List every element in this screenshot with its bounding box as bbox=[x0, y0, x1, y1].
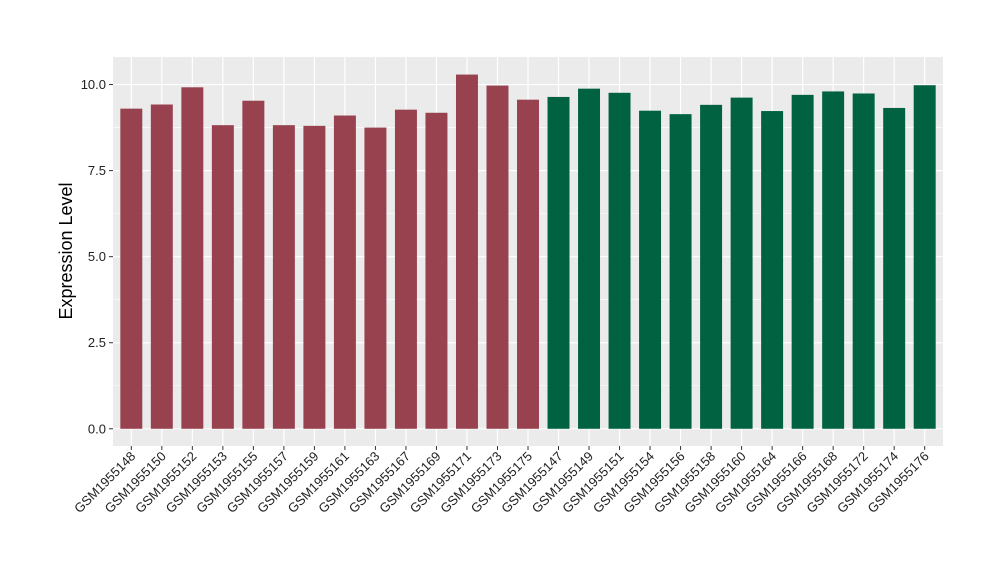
y-axis: 0.0 2.5 5.0 7.5 10.0 bbox=[81, 77, 113, 436]
bar-GSM1955166 bbox=[791, 94, 814, 429]
bar-GSM1955150 bbox=[150, 104, 173, 429]
y-axis-title: Expression Level bbox=[56, 182, 76, 319]
bar-GSM1955173 bbox=[486, 85, 509, 429]
bar-GSM1955172 bbox=[852, 93, 875, 429]
y-tick-label: 0.0 bbox=[88, 421, 106, 436]
bar-GSM1955156 bbox=[669, 114, 692, 429]
bar-GSM1955160 bbox=[730, 97, 753, 429]
bar-GSM1955151 bbox=[608, 92, 631, 429]
bar-GSM1955161 bbox=[333, 115, 356, 429]
bar-GSM1955168 bbox=[822, 91, 845, 429]
bar-GSM1955163 bbox=[364, 127, 387, 429]
bar-GSM1955164 bbox=[761, 111, 784, 429]
bar-GSM1955171 bbox=[455, 74, 478, 429]
bar-GSM1955152 bbox=[181, 87, 204, 429]
bar-GSM1955154 bbox=[639, 110, 662, 429]
bar-GSM1955157 bbox=[272, 125, 295, 429]
bar-GSM1955149 bbox=[578, 88, 601, 429]
x-axis: GSM1955148GSM1955150GSM1955152GSM1955153… bbox=[71, 446, 932, 516]
bar-GSM1955147 bbox=[547, 96, 570, 429]
bar-GSM1955148 bbox=[120, 108, 143, 429]
bar-GSM1955167 bbox=[394, 109, 417, 429]
bar-GSM1955153 bbox=[211, 125, 234, 429]
bar-GSM1955169 bbox=[425, 112, 448, 429]
y-tick-label: 7.5 bbox=[88, 163, 106, 178]
y-tick-label: 5.0 bbox=[88, 249, 106, 264]
bars bbox=[120, 74, 936, 429]
bar-GSM1955159 bbox=[303, 125, 326, 429]
y-tick-label: 2.5 bbox=[88, 335, 106, 350]
bar-GSM1955155 bbox=[242, 100, 265, 429]
bar-GSM1955174 bbox=[883, 107, 906, 429]
y-tick-label: 10.0 bbox=[81, 77, 106, 92]
bar-GSM1955175 bbox=[517, 99, 539, 429]
bar-GSM1955158 bbox=[700, 104, 723, 429]
bar-GSM1955176 bbox=[913, 85, 936, 429]
